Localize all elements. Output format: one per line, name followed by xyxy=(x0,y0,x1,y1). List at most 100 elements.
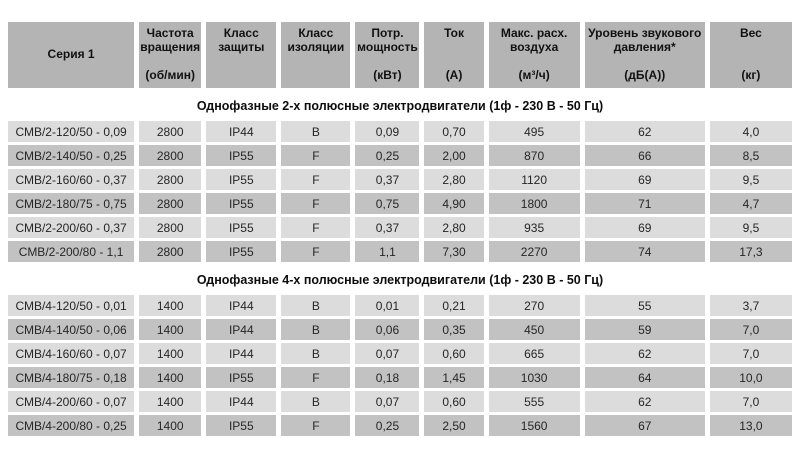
value-cell: 0,21 xyxy=(424,295,484,316)
column-label: Класс защиты xyxy=(218,26,265,54)
value-cell: IP44 xyxy=(206,343,277,364)
value-cell: 7,0 xyxy=(709,391,792,412)
value-cell: 1400 xyxy=(139,367,202,388)
column-label: Серия 1 xyxy=(47,47,95,62)
value-cell: IP44 xyxy=(206,319,277,340)
table-row: СМВ/2-140/50 - 0,25 2800 IP55 F 0,25 2,00 870 6… xyxy=(8,145,792,166)
column-unit: (кВт) xyxy=(373,68,402,83)
column-label: Макс. расх. воздуха xyxy=(500,26,568,54)
table-row: СМВ/4-160/60 - 0,07 1400 IP44 B 0,07 0,60 665 6… xyxy=(8,343,792,364)
value-cell: 7,0 xyxy=(709,343,792,364)
value-cell: 7,0 xyxy=(709,319,792,340)
column-header: Частота вращения (об/мин) xyxy=(139,22,202,88)
section-title: Однофазные 2-х полюсные электродвигатели… xyxy=(8,91,792,118)
table-body: Однофазные 2-х полюсные электродвигатели… xyxy=(8,91,792,436)
column-label: Вес xyxy=(739,26,762,40)
value-cell: 59 xyxy=(584,319,705,340)
value-cell: 870 xyxy=(488,145,580,166)
table-row: СМВ/4-200/80 - 0,25 1400 IP55 F 0,25 2,50 1560… xyxy=(8,415,792,436)
value-cell: 270 xyxy=(488,295,580,316)
value-cell: 2800 xyxy=(139,145,202,166)
section-title-row: Однофазные 2-х полюсные электродвигатели… xyxy=(8,91,792,118)
column-unit: (А) xyxy=(445,68,463,83)
value-cell: 74 xyxy=(584,241,705,262)
model-cell: СМВ/2-160/60 - 0,37 xyxy=(8,169,135,190)
model-cell: СМВ/2-120/50 - 0,09 xyxy=(8,121,135,142)
value-cell: 10,0 xyxy=(709,367,792,388)
value-cell: 2800 xyxy=(139,169,202,190)
value-cell: 665 xyxy=(488,343,580,364)
column-header-content: Ток (А) xyxy=(425,26,482,83)
value-cell: 0,37 xyxy=(355,217,420,238)
section-title-row: Однофазные 4-х полюсные электродвигатели… xyxy=(8,265,792,292)
value-cell: 13,0 xyxy=(709,415,792,436)
value-cell: 0,35 xyxy=(424,319,484,340)
column-header-content: Класс изоляции xyxy=(282,26,349,83)
model-cell: СМВ/4-200/80 - 0,25 xyxy=(8,415,135,436)
column-header-content: Потр. мощность (кВт) xyxy=(356,26,418,83)
value-cell: 71 xyxy=(584,193,705,214)
value-cell: 9,5 xyxy=(709,169,792,190)
value-cell: 0,07 xyxy=(355,343,420,364)
value-cell: 55 xyxy=(584,295,705,316)
column-header-content: Вес (кг) xyxy=(711,26,791,83)
value-cell: 0,25 xyxy=(355,145,420,166)
value-cell: B xyxy=(281,319,351,340)
value-cell: 495 xyxy=(488,121,580,142)
value-cell: 0,09 xyxy=(355,121,420,142)
value-cell: B xyxy=(281,391,351,412)
table-row: СМВ/2-160/60 - 0,37 2800 IP55 F 0,37 2,80 1120… xyxy=(8,169,792,190)
value-cell: 0,06 xyxy=(355,319,420,340)
value-cell: 0,18 xyxy=(355,367,420,388)
column-header: Серия 1 xyxy=(8,22,135,88)
column-label: Уровень звукового давления* xyxy=(588,26,702,54)
motor-spec-table: Серия 1 Частота вращения (об/мин) Класс защ… xyxy=(3,19,797,439)
value-cell: 1400 xyxy=(139,391,202,412)
value-cell: 9,5 xyxy=(709,217,792,238)
value-cell: F xyxy=(281,367,351,388)
model-cell: СМВ/4-140/50 - 0,06 xyxy=(8,319,135,340)
value-cell: 0,75 xyxy=(355,193,420,214)
value-cell: 7,30 xyxy=(424,241,484,262)
table-row: СМВ/4-140/50 - 0,06 1400 IP44 B 0,06 0,35 450 5… xyxy=(8,319,792,340)
model-cell: СМВ/4-120/50 - 0,01 xyxy=(8,295,135,316)
value-cell: 2800 xyxy=(139,217,202,238)
value-cell: 0,60 xyxy=(424,391,484,412)
value-cell: 2,50 xyxy=(424,415,484,436)
value-cell: 555 xyxy=(488,391,580,412)
column-header: Вес (кг) xyxy=(709,22,792,88)
value-cell: B xyxy=(281,343,351,364)
value-cell: B xyxy=(281,121,351,142)
value-cell: 62 xyxy=(584,121,705,142)
value-cell: 64 xyxy=(584,367,705,388)
value-cell: 62 xyxy=(584,343,705,364)
value-cell: IP44 xyxy=(206,121,277,142)
value-cell: 17,3 xyxy=(709,241,792,262)
value-cell: 2,00 xyxy=(424,145,484,166)
table-row: СМВ/2-200/60 - 0,37 2800 IP55 F 0,37 2,80 935 6… xyxy=(8,217,792,238)
header-row: Серия 1 Частота вращения (об/мин) Класс защ… xyxy=(8,22,792,88)
value-cell: 0,07 xyxy=(355,391,420,412)
table-row: СМВ/2-200/80 - 1,1 2800 IP55 F 1,1 7,30 2270 74… xyxy=(8,241,792,262)
value-cell: IP55 xyxy=(206,193,277,214)
value-cell: 1400 xyxy=(139,319,202,340)
column-header: Класс изоляции xyxy=(281,22,351,88)
column-label: Класс изоляции xyxy=(287,26,345,54)
column-unit: (кг) xyxy=(741,68,761,83)
value-cell: IP55 xyxy=(206,145,277,166)
model-cell: СМВ/2-200/80 - 1,1 xyxy=(8,241,135,262)
model-cell: СМВ/2-200/60 - 0,37 xyxy=(8,217,135,238)
value-cell: 2270 xyxy=(488,241,580,262)
value-cell: 1560 xyxy=(488,415,580,436)
value-cell: 450 xyxy=(488,319,580,340)
column-unit: (м³/ч) xyxy=(518,68,550,83)
value-cell: F xyxy=(281,193,351,214)
column-header-content: Серия 1 xyxy=(9,27,133,83)
value-cell: 2,80 xyxy=(424,169,484,190)
table-header: Серия 1 Частота вращения (об/мин) Класс защ… xyxy=(8,22,792,88)
table-row: СМВ/4-200/60 - 0,07 1400 IP44 B 0,07 0,60 555 6… xyxy=(8,391,792,412)
column-header: Уровень звукового давления* (дБ(А)) xyxy=(584,22,705,88)
value-cell: 1,45 xyxy=(424,367,484,388)
column-header-content: Макс. расх. воздуха (м³/ч) xyxy=(490,26,579,83)
